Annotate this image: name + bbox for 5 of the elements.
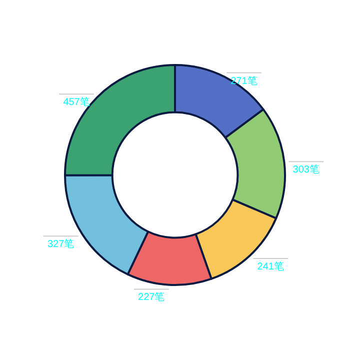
data-label: 241笔 bbox=[257, 260, 284, 273]
data-label: 457笔 bbox=[63, 96, 90, 108]
data-label: 227笔 bbox=[138, 291, 165, 304]
data-label: 327笔 bbox=[47, 238, 74, 250]
data-label: 303笔 bbox=[292, 164, 320, 176]
